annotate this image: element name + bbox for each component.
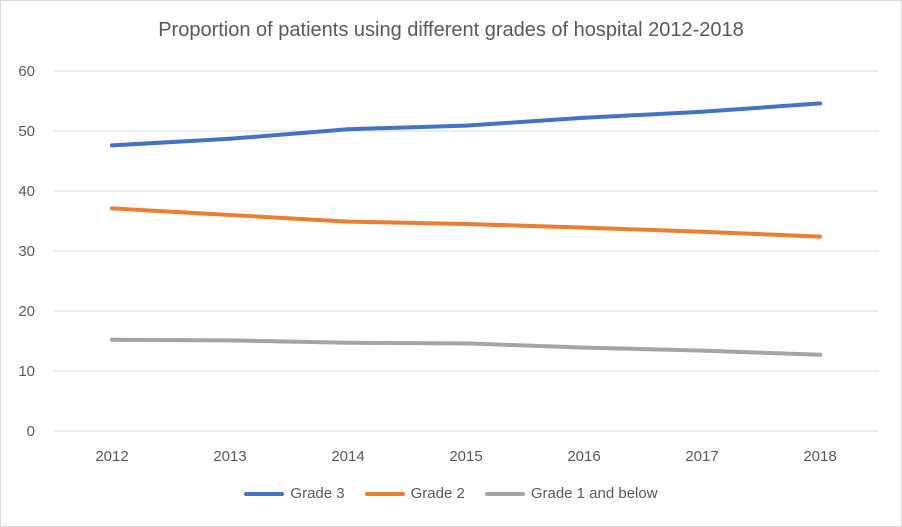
y-tick-label: 10 <box>18 363 35 380</box>
y-tick-label: 0 <box>27 423 35 440</box>
x-tick-label: 2017 <box>685 448 718 465</box>
x-tick-label: 2018 <box>803 448 836 465</box>
x-tick-label: 2012 <box>95 448 128 465</box>
data-point <box>818 352 822 357</box>
legend-item: Grade 3 <box>244 485 345 502</box>
y-tick-label: 20 <box>18 303 35 320</box>
data-point <box>582 225 586 230</box>
data-point <box>110 206 114 211</box>
x-tick-label: 2015 <box>449 448 482 465</box>
data-point <box>464 341 468 346</box>
data-point <box>700 348 704 353</box>
y-tick-label: 50 <box>18 123 35 140</box>
data-point <box>346 340 350 345</box>
data-point <box>110 337 114 342</box>
data-point <box>110 143 114 148</box>
x-tick-label: 2016 <box>567 448 600 465</box>
legend-item: Grade 1 and below <box>484 485 658 502</box>
data-point <box>346 127 350 132</box>
x-tick-label: 2014 <box>331 448 364 465</box>
y-tick-label: 30 <box>18 243 35 260</box>
legend-label: Grade 2 <box>410 485 465 502</box>
data-point <box>700 109 704 114</box>
legend-label: Grade 1 and below <box>530 485 658 502</box>
data-point <box>582 115 586 120</box>
x-tick-label: 2013 <box>213 448 246 465</box>
data-point <box>700 229 704 234</box>
data-point <box>818 234 822 239</box>
legend-swatch <box>484 491 525 496</box>
data-point <box>464 123 468 128</box>
data-point <box>228 136 232 141</box>
legend-item: Grade 2 <box>364 485 465 502</box>
data-point <box>818 101 822 106</box>
data-point <box>228 338 232 343</box>
data-point <box>228 213 232 217</box>
legend-label: Grade 3 <box>290 485 345 502</box>
data-point <box>346 219 350 224</box>
chart-legend: Grade 3 Grade 2 Grade 1 and below <box>1 485 901 502</box>
chart-title: Proportion of patients using different g… <box>158 19 744 41</box>
data-point <box>582 345 586 350</box>
y-tick-label: 40 <box>18 183 35 200</box>
data-point <box>464 222 468 226</box>
legend-swatch <box>244 491 285 496</box>
y-tick-label: 60 <box>18 63 35 80</box>
legend-swatch <box>364 491 405 496</box>
